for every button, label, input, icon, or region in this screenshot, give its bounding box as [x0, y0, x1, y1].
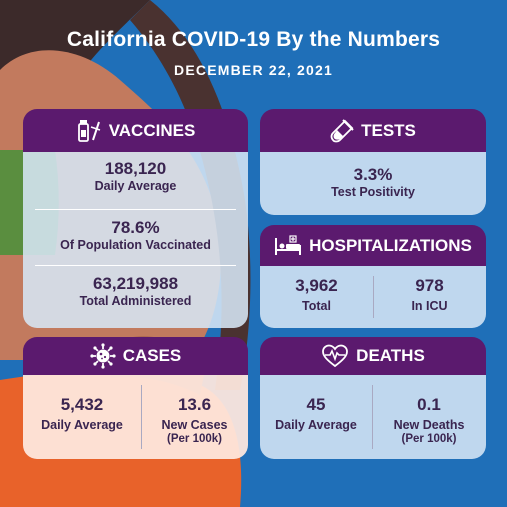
deaths-divider: [372, 385, 373, 449]
hospitalizations-icu-label: In ICU: [411, 299, 448, 313]
cases-card: CASES 5,432 Daily Average 13.6 New Cases…: [23, 337, 248, 459]
hospitalizations-title: HOSPITALIZATIONS: [309, 235, 472, 255]
cases-divider: [141, 385, 142, 449]
hospitalizations-card: HOSPITALIZATIONS 3,962 Total 978 In ICU: [260, 225, 486, 328]
test-tube-icon: [330, 118, 354, 143]
vaccines-divider-1: [35, 209, 236, 210]
vaccines-daily-label: Daily Average: [94, 179, 177, 193]
deaths-new-sublabel: (Per 100k): [401, 433, 457, 445]
hospitalizations-total-value: 3,962: [295, 276, 338, 295]
vaccines-title: VACCINES: [108, 120, 196, 140]
vaccines-daily-value: 188,120: [104, 159, 167, 178]
cases-title: CASES: [122, 346, 182, 365]
deaths-body: 45 Daily Average 0.1 New Deaths (Per 100…: [260, 375, 486, 459]
vaccines-header: VACCINES: [23, 109, 248, 152]
vaccines-divider-2: [35, 265, 236, 266]
cases-new-label: New Cases: [161, 418, 228, 432]
vaccines-pop-value: 78.6%: [111, 218, 160, 237]
hospitalizations-body: 3,962 Total 978 In ICU: [260, 266, 486, 328]
vaccines-card: VACCINES 188,120 Daily Average 78.6% Of …: [23, 109, 248, 328]
heartbeat-icon: [321, 344, 349, 368]
vaccines-total-value: 63,219,988: [92, 274, 179, 293]
deaths-daily-label: Daily Average: [275, 418, 357, 432]
vaccines-pop-label: Of Population Vaccinated: [60, 238, 211, 252]
deaths-header: DEATHS: [260, 337, 486, 375]
page-title: California COVID-19 By the Numbers: [66, 28, 441, 51]
virus-icon: [90, 343, 116, 369]
vaccines-total-label: Total Administered: [79, 294, 192, 308]
deaths-card: DEATHS 45 Daily Average 0.1 New Deaths (…: [260, 337, 486, 459]
cases-new-sublabel: (Per 100k): [167, 433, 222, 445]
hospitalizations-header: HOSPITALIZATIONS: [260, 225, 486, 266]
deaths-new-value: 0.1: [417, 395, 441, 414]
tests-label: Test Positivity: [331, 185, 415, 199]
tests-title: TESTS: [361, 120, 416, 140]
tests-header: TESTS: [260, 109, 486, 152]
tests-body: 3.3% Test Positivity: [260, 152, 486, 215]
cases-body: 5,432 Daily Average 13.6 New Cases (Per …: [23, 375, 248, 459]
hospitalizations-icu-value: 978: [415, 276, 444, 295]
hospital-bed-icon: [274, 234, 302, 257]
page-date: DECEMBER 22, 2021: [174, 62, 333, 78]
cases-daily-value: 5,432: [60, 395, 104, 414]
cases-new-value: 13.6: [177, 395, 212, 414]
vaccine-vial-icon: [76, 118, 102, 144]
vaccines-body: 188,120 Daily Average 78.6% Of Populatio…: [23, 152, 248, 328]
tests-card: TESTS 3.3% Test Positivity: [260, 109, 486, 215]
deaths-new-label: New Deaths: [393, 418, 465, 432]
cases-daily-label: Daily Average: [41, 418, 123, 432]
hospitalizations-total-label: Total: [302, 299, 331, 313]
cases-header: CASES: [23, 337, 248, 375]
hospitalizations-divider: [373, 276, 374, 318]
deaths-title: DEATHS: [356, 346, 425, 365]
tests-value: 3.3%: [353, 165, 393, 184]
deaths-daily-value: 45: [306, 395, 326, 414]
